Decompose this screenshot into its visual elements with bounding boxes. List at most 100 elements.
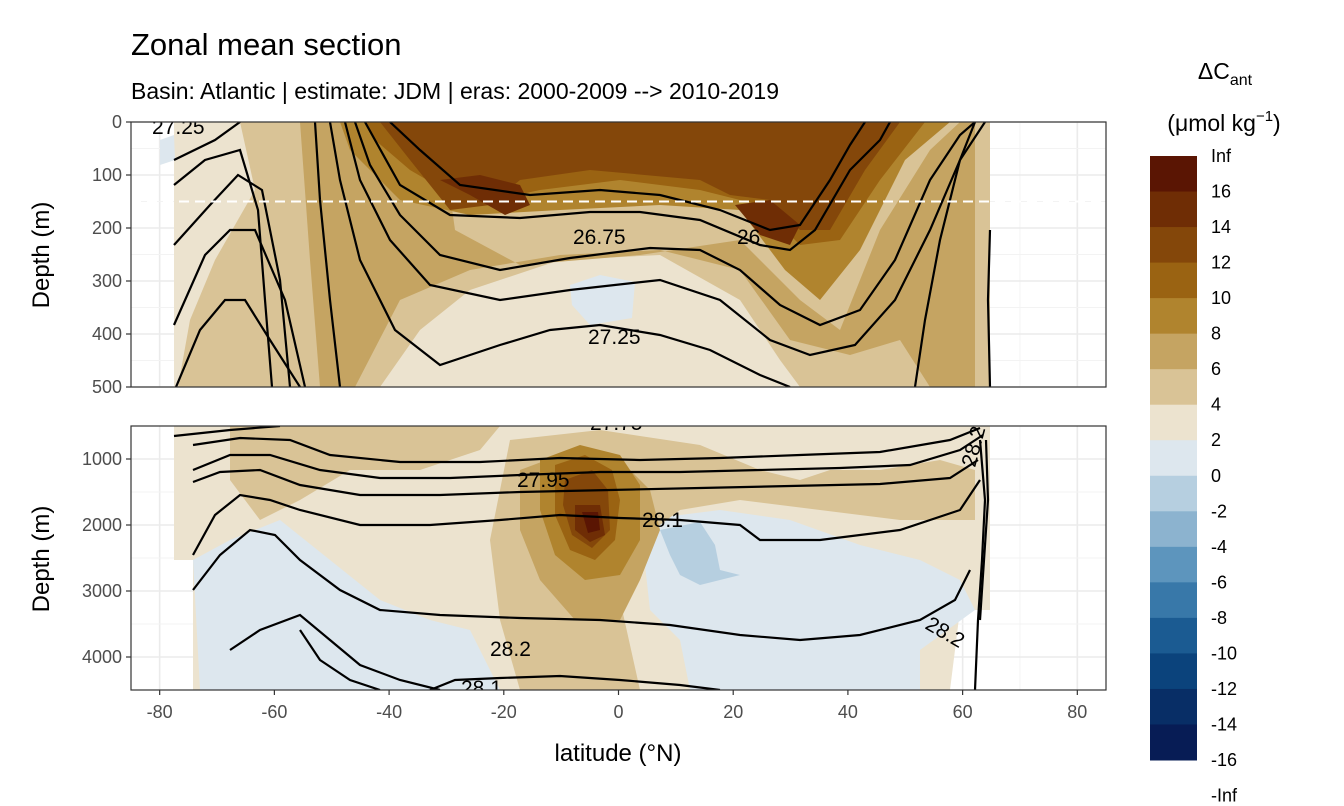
legend-swatch — [1150, 369, 1197, 406]
legend-title-main: ΔC — [1198, 58, 1230, 84]
heatmap-fill-lower — [174, 426, 990, 690]
y-tick-label: 200 — [92, 218, 122, 238]
y-tick-label: 1000 — [82, 449, 122, 469]
field-band-10-12 — [380, 122, 900, 230]
x-tick-label: 20 — [723, 702, 743, 722]
isopycnal-contours-lower — [173, 426, 990, 690]
y-axis-label-upper: Depth (m) — [28, 202, 55, 309]
legend-label: 12 — [1211, 253, 1231, 273]
upper-panel: 26.75 26 27.25 27.25 0 100 200 300 400 500 De… — [28, 112, 1107, 397]
legend-swatch — [1150, 688, 1197, 725]
field-band-2-4 — [230, 426, 500, 520]
legend-label: 14 — [1211, 217, 1231, 237]
y-axis-upper: 0 100 200 300 400 500 — [92, 112, 131, 397]
x-tick-label: -20 — [491, 702, 517, 722]
contour-label: 27.25 — [152, 116, 205, 139]
isopycnal-line — [173, 122, 241, 161]
y-tick-label: 400 — [92, 324, 122, 344]
legend-label: -8 — [1211, 608, 1227, 628]
legend-swatch — [1150, 617, 1197, 654]
isopycnal-line — [328, 122, 791, 387]
legend-label: -14 — [1211, 714, 1237, 734]
legend-label: 6 — [1211, 359, 1221, 379]
y-tick-label: 4000 — [82, 647, 122, 667]
x-axis: -80 -60 -40 -20 0 20 40 60 80 — [147, 690, 1087, 722]
isopycnal-line — [913, 122, 977, 387]
isopycnal-line — [192, 479, 981, 556]
legend-label: 8 — [1211, 324, 1221, 344]
legend-title-sub: ant — [1230, 72, 1253, 89]
legend-swatch — [1150, 653, 1197, 690]
isopycnal-line — [229, 613, 441, 690]
y-tick-label: 2000 — [82, 515, 122, 535]
isopycnal-line — [299, 629, 381, 690]
isopycnal-line — [353, 122, 976, 327]
contour-label: 27.25 — [588, 326, 641, 349]
field-band-4-6 — [300, 122, 975, 387]
isopycnal-line — [174, 298, 301, 387]
field-band-0-2 — [160, 135, 175, 165]
y-tick-label: 0 — [112, 112, 122, 132]
isopycnal-contours-upper — [172, 122, 992, 387]
x-axis-label: latitude (°N) — [555, 740, 682, 767]
legend-swatch — [1150, 404, 1197, 441]
y-tick-label: 100 — [92, 165, 122, 185]
legend-label: 10 — [1211, 288, 1231, 308]
isopycnal-line — [389, 122, 866, 232]
legend-swatch — [1150, 724, 1197, 761]
legend-swatch — [1150, 511, 1197, 548]
legend-swatch — [1150, 582, 1197, 619]
legend-swatch — [1150, 440, 1197, 477]
legend-label: -4 — [1211, 537, 1227, 557]
isopycnal-line — [364, 122, 891, 252]
y-tick-label: 300 — [92, 271, 122, 291]
legend-units: (μmol kg−1) — [1167, 108, 1280, 136]
lower-panel: 27.75 27.95 28.1 28.2 28.1 28.2 28.27 10… — [28, 412, 1107, 691]
chart-title: Zonal mean section — [131, 27, 402, 62]
legend-swatch — [1150, 298, 1197, 335]
isopycnal-line — [978, 439, 990, 621]
isopycnal-line — [192, 459, 979, 497]
contour-labels-upper: 26.75 26 27.25 27.25 — [152, 116, 760, 349]
colorbar-legend: ΔCant (μmol kg−1) Inf 16 14 12 10 8 6 4 2 0 -2 -4 -6… — [1150, 58, 1281, 806]
isopycnal-line — [172, 228, 307, 387]
isopycnal-line — [429, 674, 721, 690]
x-tick-label: -80 — [147, 702, 173, 722]
legend-label: -6 — [1211, 572, 1227, 592]
legend-swatch — [1150, 191, 1197, 228]
legend-label: Inf — [1211, 146, 1232, 166]
field-band-0-2 — [193, 520, 500, 690]
legend-label: 4 — [1211, 395, 1221, 415]
legend-swatch — [1150, 262, 1197, 299]
contour-label: 27.75 — [590, 412, 643, 435]
isopycnal-line — [173, 426, 281, 438]
contour-label: 26 — [737, 226, 760, 249]
legend-label: -16 — [1211, 750, 1237, 770]
x-tick-label: 60 — [953, 702, 973, 722]
legend-swatch — [1150, 546, 1197, 583]
y-axis-label-lower: Depth (m) — [28, 506, 55, 613]
legend-units-close: ) — [1273, 110, 1281, 136]
field-band-2-4 — [174, 122, 255, 387]
legend-swatch — [1150, 475, 1197, 512]
legend-swatch — [1150, 227, 1197, 264]
legend-labels: Inf 16 14 12 10 8 6 4 2 0 -2 -4 -6 -8 -10 -12 -14 -16 -Inf — [1211, 146, 1238, 806]
isopycnal-line — [192, 426, 981, 464]
field-band-0-2 — [640, 510, 975, 690]
legend-swatch — [1150, 333, 1197, 370]
legend-units-sup: −1 — [1256, 108, 1273, 125]
y-tick-label: 3000 — [82, 581, 122, 601]
legend-swatch — [1150, 156, 1197, 193]
x-tick-label: 0 — [613, 702, 623, 722]
contour-label: 28.2 — [490, 638, 531, 661]
legend-units-main: (μmol kg — [1167, 110, 1256, 136]
isopycnal-line — [173, 148, 274, 387]
isopycnal-line — [343, 122, 986, 357]
y-tick-label: 500 — [92, 377, 122, 397]
legend-label: 16 — [1211, 182, 1231, 202]
y-axis-lower: 1000 2000 3000 4000 — [82, 449, 131, 667]
isopycnal-line — [973, 439, 987, 690]
legend-title: ΔCant — [1198, 58, 1253, 89]
contour-label: 26.75 — [573, 226, 626, 249]
